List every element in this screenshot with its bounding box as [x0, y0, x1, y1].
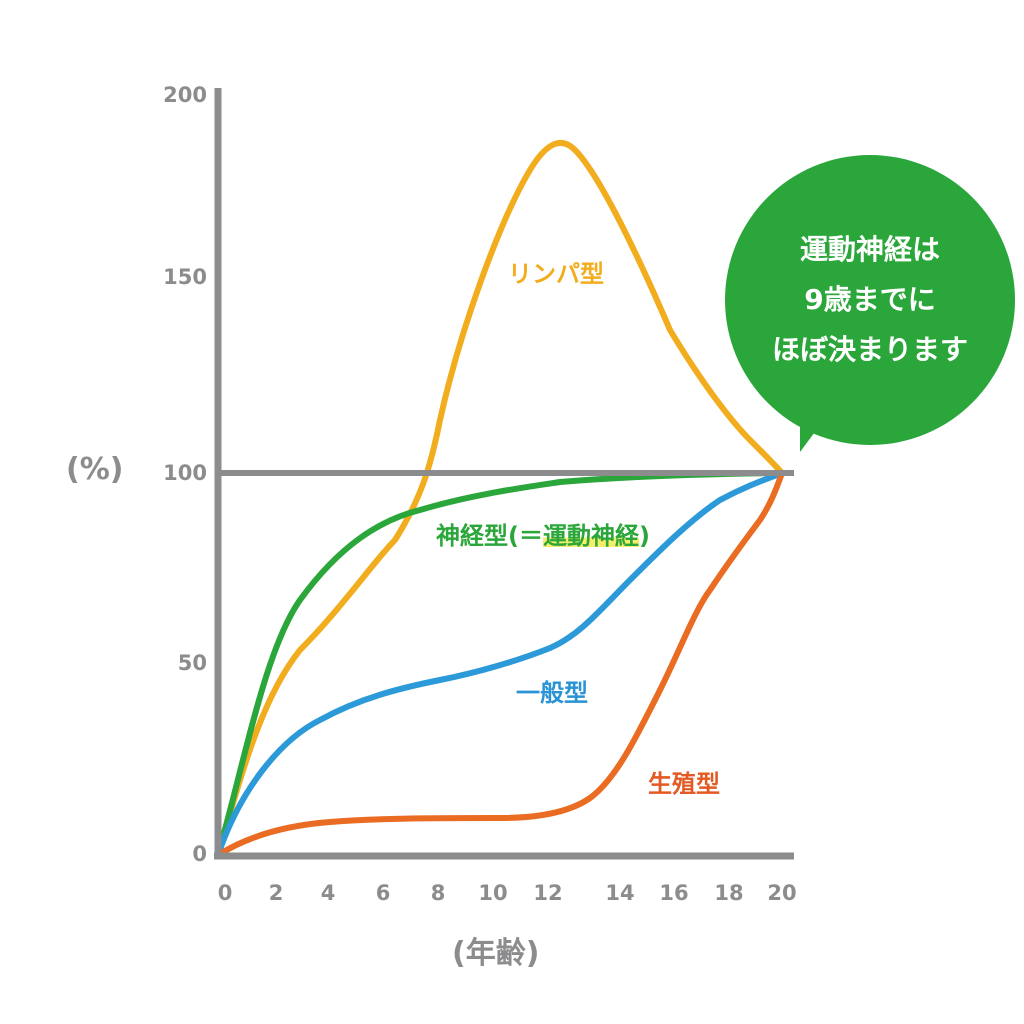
x-tick-12: 12	[533, 881, 563, 905]
neural-label-prefix: 神経型(＝	[436, 522, 543, 550]
neural-label-highlight: 運動神経	[542, 522, 639, 550]
lymph-curve	[215, 139, 785, 858]
reproductive-curve	[215, 470, 785, 858]
y-tick-50: 50	[177, 651, 207, 675]
neural-label-suffix: )	[638, 522, 650, 550]
y-tick-200: 200	[163, 83, 207, 107]
y-tick-150: 150	[163, 265, 207, 289]
callout-line-2: 9歳までに	[804, 283, 936, 316]
x-tick-16: 16	[659, 881, 689, 905]
callout-line-1: 運動神経は	[799, 233, 940, 266]
x-tick-6: 6	[375, 881, 391, 905]
x-tick-4: 4	[320, 881, 336, 905]
callout-text: 運動神経は 9歳までに ほぼ決まります	[735, 225, 1005, 375]
x-tick-2: 2	[268, 881, 284, 905]
y-axis-title: (%)	[66, 452, 124, 487]
neural-label: 神経型(＝運動神経)	[436, 516, 650, 551]
callout-line-3: ほぼ決まります	[771, 333, 968, 366]
lymph-label: リンパ型	[508, 260, 604, 288]
neural-curve	[215, 470, 785, 858]
x-tick-8: 8	[430, 881, 446, 905]
callout-bubble	[725, 155, 1015, 452]
x-tick-10: 10	[478, 881, 508, 905]
general-curve	[215, 470, 785, 858]
reproductive-label: 生殖型	[648, 770, 720, 798]
x-tick-20: 20	[767, 881, 797, 905]
x-tick-18: 18	[714, 881, 744, 905]
y-tick-100: 100	[163, 461, 207, 485]
x-axis-title: (年齢)	[452, 936, 540, 971]
x-tick-0: 0	[217, 881, 233, 905]
y-tick-0: 0	[192, 842, 207, 866]
x-tick-14: 14	[605, 881, 635, 905]
general-label: 一般型	[516, 679, 588, 707]
